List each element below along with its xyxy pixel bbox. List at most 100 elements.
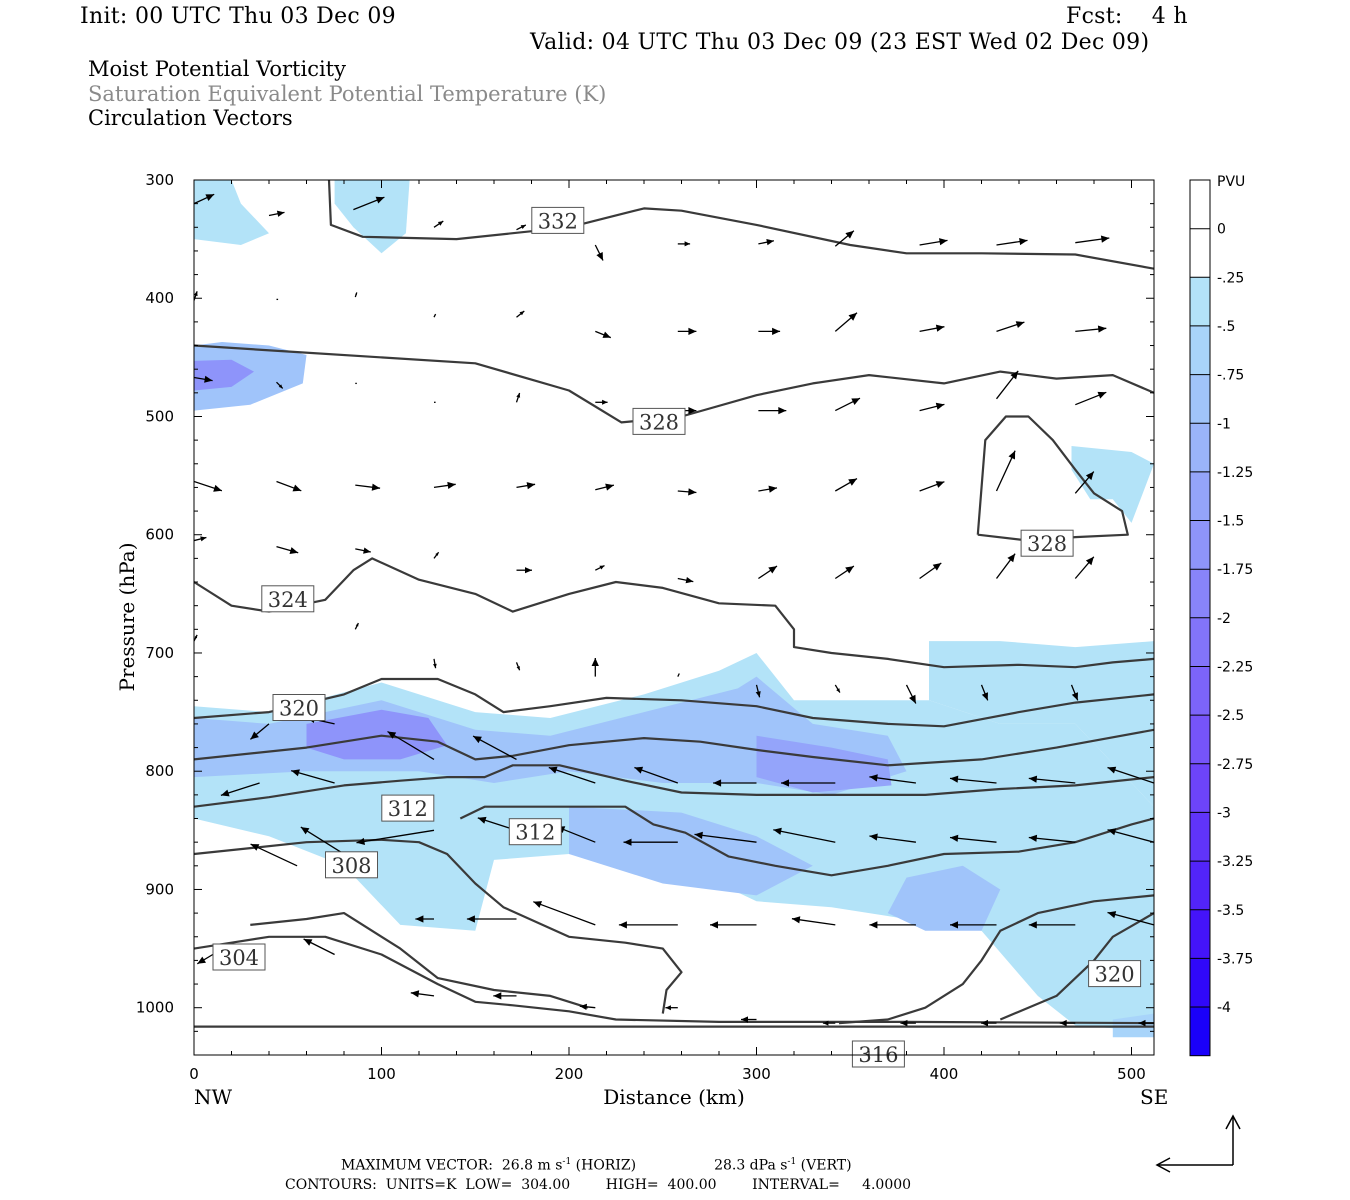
x-tick-label: 400 xyxy=(930,1065,959,1083)
contour-label-box xyxy=(272,694,326,721)
circulation-vector xyxy=(981,1019,997,1027)
circulation-vector xyxy=(276,545,299,554)
circulation-vector xyxy=(758,407,787,415)
circulation-vector xyxy=(194,193,215,205)
colorbar-swatch xyxy=(1190,861,1210,910)
theta-contour xyxy=(459,805,1154,877)
circulation-vector xyxy=(995,450,1016,492)
vector-head xyxy=(981,1019,988,1027)
vector-head xyxy=(845,566,854,574)
vector-shaft xyxy=(250,843,298,867)
circulation-vector xyxy=(900,1019,916,1027)
contour-label-box xyxy=(261,585,315,613)
vector-shaft xyxy=(773,829,836,843)
circulation-vector xyxy=(758,327,781,335)
circulation-vector xyxy=(594,244,604,261)
vector-head xyxy=(533,901,542,908)
theta-contour xyxy=(250,911,589,1009)
vector-shaft xyxy=(472,735,517,760)
vector-head xyxy=(688,327,697,335)
vector-shaft xyxy=(1107,829,1154,843)
colorbar-swatch xyxy=(1190,812,1210,861)
circulation-vector xyxy=(196,953,214,965)
contour-label-layer: 332 328 328 324 320 312 312 308 304 316 320 xyxy=(212,206,1142,1068)
contour-label-box xyxy=(508,818,562,846)
circulation-vector xyxy=(919,481,945,492)
colorbar-swatch xyxy=(1190,909,1210,959)
vector-head xyxy=(848,312,857,321)
contour-label-text: 328 xyxy=(1027,532,1067,556)
vector-head xyxy=(935,402,945,410)
circulation-vector xyxy=(949,834,997,843)
colorbar-label: -3.75 xyxy=(1217,951,1253,967)
max-vector-vert-tag: (VERT) xyxy=(796,1157,852,1174)
vector-head xyxy=(200,536,207,542)
circulation-vector xyxy=(919,324,945,333)
circulation-vector xyxy=(220,782,260,797)
circulation-vector xyxy=(194,634,198,642)
circulation-vector xyxy=(919,402,945,412)
colorbar-unit: PVU xyxy=(1217,174,1245,190)
circulation-vector xyxy=(291,769,335,784)
vector-head xyxy=(356,837,365,845)
circulation-vector xyxy=(1075,391,1107,406)
unit-superscript: -1 xyxy=(562,1157,572,1167)
vector-head xyxy=(355,623,359,627)
vector-head xyxy=(851,398,860,405)
contour-label-box xyxy=(632,407,686,435)
circulation-vector xyxy=(980,684,989,701)
circulation-vector xyxy=(618,921,678,929)
circulation-vector xyxy=(623,838,678,846)
circulation-vector xyxy=(356,829,435,845)
x-end-label-nw: NW xyxy=(194,1085,233,1109)
axis-layer: 0 100 200 300 400 500 300 400 500 600 700 800 900 100… xyxy=(136,171,1154,1083)
circulation-vector xyxy=(548,766,596,784)
colorbar-label: -3.25 xyxy=(1217,854,1253,870)
circulation-vector xyxy=(996,321,1025,333)
contour-label: 328 xyxy=(1020,529,1074,557)
circulation-vector xyxy=(1059,1019,1076,1027)
circulation-vector xyxy=(353,196,385,211)
contour-label: 328 xyxy=(632,407,686,435)
circulation-vector xyxy=(834,565,855,580)
pv-region xyxy=(194,359,254,391)
circulation-vector xyxy=(835,397,861,412)
vector-head xyxy=(791,916,801,924)
colorbar-label: -4 xyxy=(1217,1000,1231,1016)
y-tick-label: 500 xyxy=(145,407,174,425)
vector-head xyxy=(1028,834,1038,842)
circulation-vector xyxy=(433,313,437,318)
circulation-vector xyxy=(354,622,359,630)
vector-head xyxy=(493,992,502,1000)
circulation-vector xyxy=(516,567,532,574)
vector-head xyxy=(848,478,857,486)
colorbar-swatch xyxy=(1190,958,1210,1007)
vector-head xyxy=(278,384,283,389)
vector-head xyxy=(363,547,371,554)
contour-label-box xyxy=(1020,529,1074,557)
vector-head xyxy=(435,552,439,556)
vector-head xyxy=(1015,321,1025,328)
vector-head xyxy=(197,956,206,964)
circulation-vector xyxy=(919,562,942,580)
vector-head xyxy=(935,324,945,332)
colorbar-label: -.25 xyxy=(1217,270,1244,286)
circulation-vector xyxy=(834,684,841,693)
contour-label: 312 xyxy=(381,794,435,822)
colorbar-label: -3 xyxy=(1217,805,1231,821)
colorbar-swatch xyxy=(1190,715,1210,764)
theta-contour xyxy=(194,677,1154,728)
theta-contour xyxy=(194,838,683,1014)
circulation-vector xyxy=(758,239,775,246)
circulation-vector xyxy=(410,990,435,998)
contour-label-text: 320 xyxy=(279,697,319,721)
circulation-vector xyxy=(1107,911,1154,926)
circulation-vector xyxy=(1074,556,1095,579)
circulation-vector xyxy=(1070,684,1079,701)
vector-head xyxy=(579,1003,587,1010)
pv-region xyxy=(194,342,307,411)
vector-shaft xyxy=(677,673,680,677)
x-tick-label: 100 xyxy=(367,1065,396,1083)
init-time: Init: 00 UTC Thu 03 Dec 09 xyxy=(80,4,396,29)
vector-head xyxy=(410,990,420,998)
